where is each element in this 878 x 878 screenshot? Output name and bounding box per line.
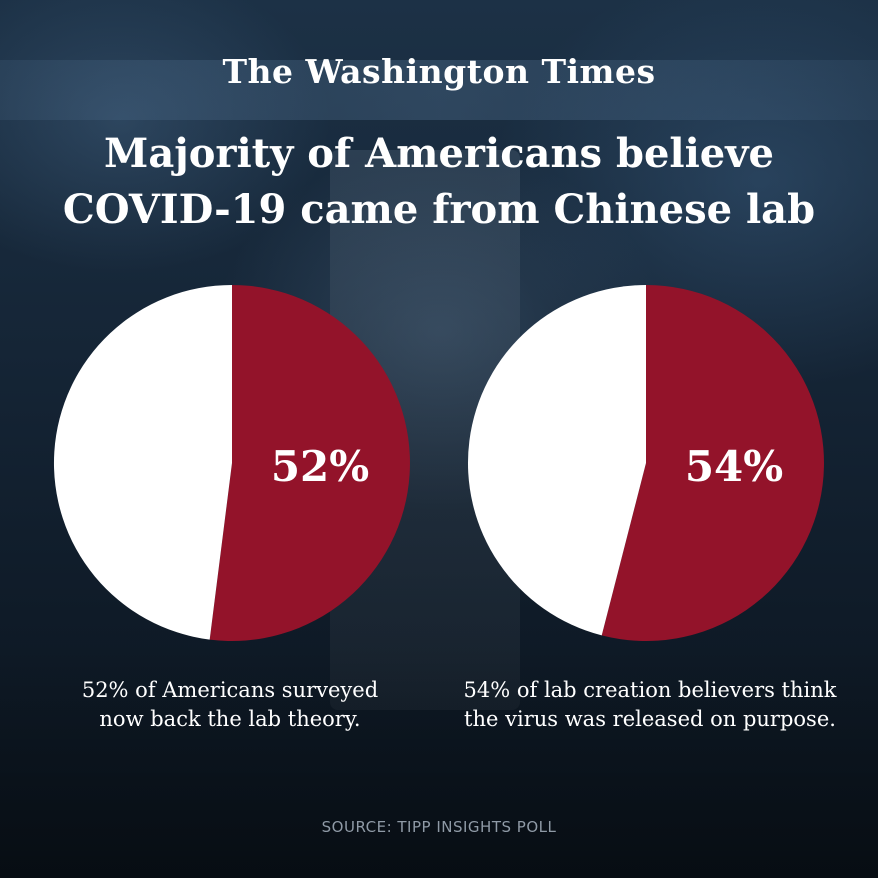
caption-left-line-1: 52% of Americans surveyed [81, 678, 379, 702]
caption-right-line-1: 54% of lab creation believers think [463, 678, 837, 702]
pie-left-slice-0 [209, 285, 410, 641]
pie-chart-right-svg: 54% [467, 285, 824, 641]
pie-chart-left-svg: 52% [53, 285, 410, 641]
caption-left: 52% of Americans surveyed now back the l… [20, 676, 440, 734]
background-light-bar [0, 60, 878, 120]
background-shadow [0, 640, 878, 878]
caption-right: 54% of lab creation believers think the … [430, 676, 870, 734]
pie-right-slice-1 [467, 285, 646, 636]
headline-line-2: COVID-19 came from Chinese lab [62, 186, 816, 233]
masthead-logo: The Washington Times [222, 52, 656, 91]
caption-right-line-2: the virus was released on purpose. [464, 707, 836, 731]
pie-right-value-label: 54% [685, 442, 783, 491]
pie-right-slice-0 [601, 285, 824, 641]
headline-line-1: Majority of Americans believe [104, 130, 774, 177]
caption-left-line-2: now back the lab theory. [99, 707, 361, 731]
headline: Majority of Americans believe COVID-19 c… [40, 126, 838, 238]
pie-left-slice-1 [53, 285, 233, 640]
pie-chart-right: 54% [466, 283, 826, 643]
source-note: SOURCE: TIPP INSIGHTS POLL [321, 818, 557, 836]
pie-left-value-label: 52% [271, 442, 369, 491]
pie-chart-left: 52% [52, 283, 412, 643]
